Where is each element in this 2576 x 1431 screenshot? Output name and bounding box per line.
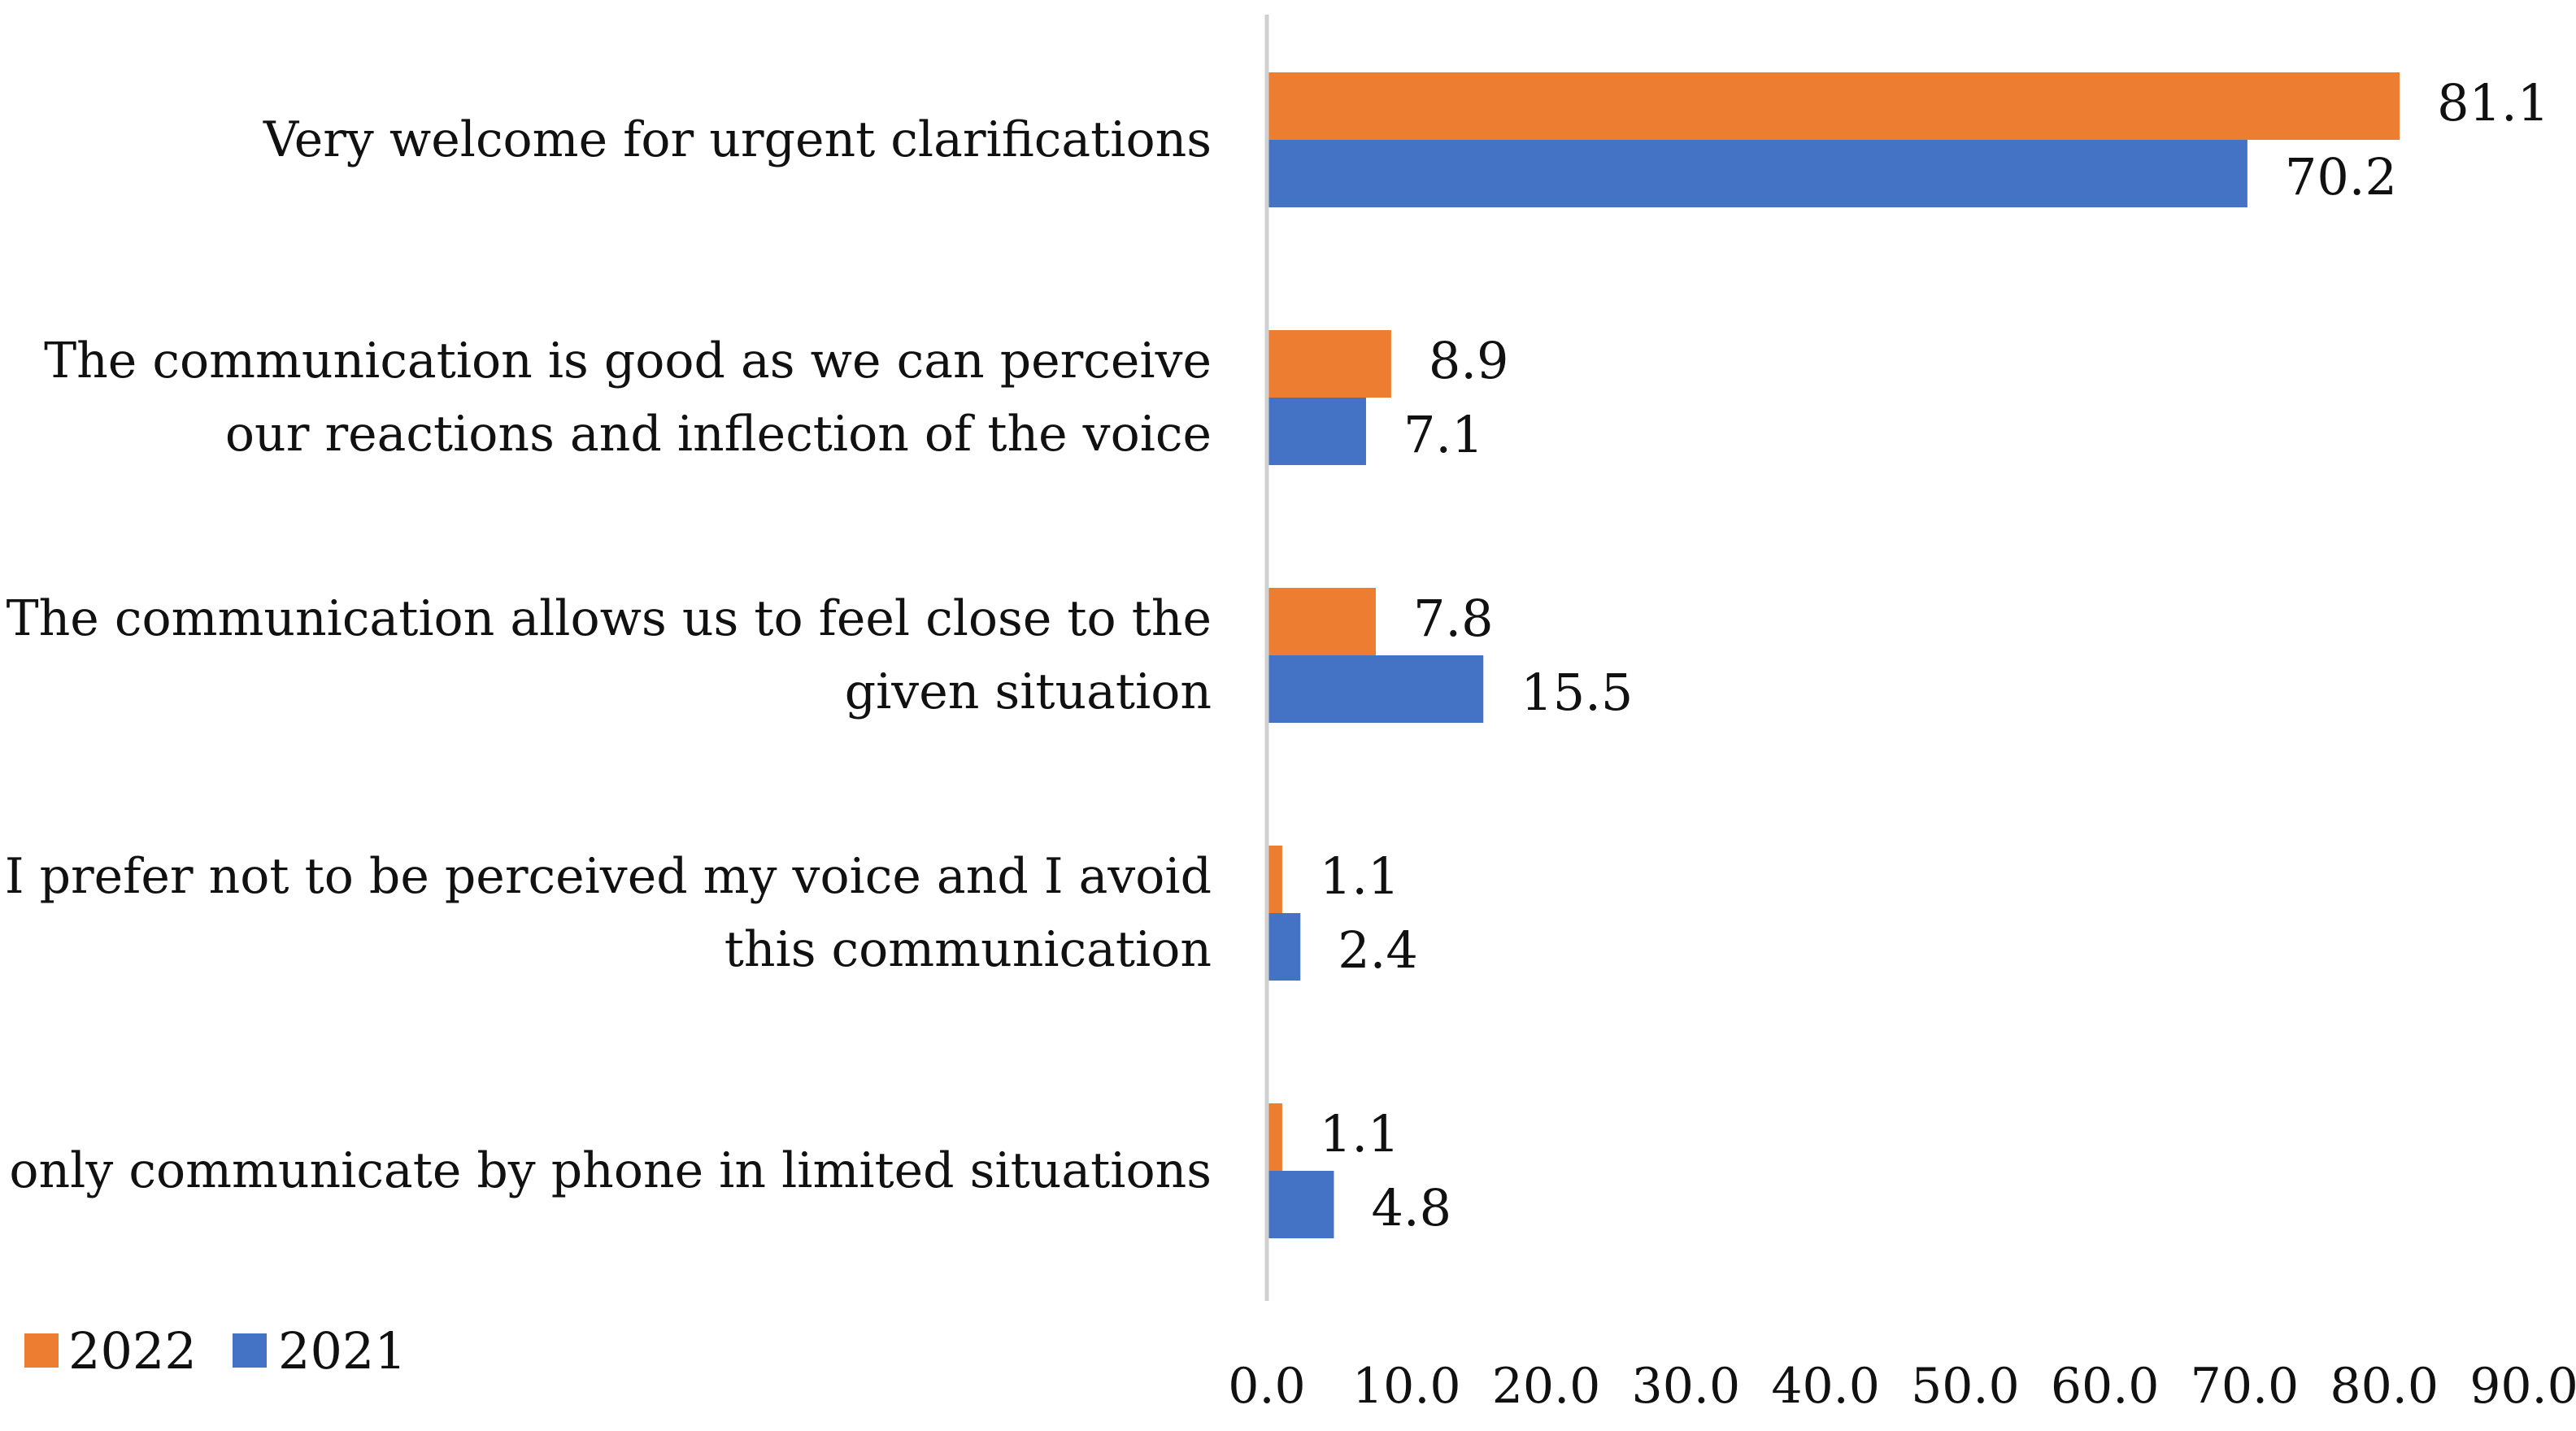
bar-2021 [1268, 655, 1484, 723]
data-label-2022: 1.1 [1320, 846, 1400, 906]
data-label-2021: 4.8 [1371, 1178, 1451, 1237]
category-label: this communication [724, 921, 1212, 978]
data-label-2021: 2.4 [1338, 920, 1418, 980]
x-tick-label: 0.0 [1228, 1358, 1305, 1415]
data-label-2021: 7.1 [1403, 405, 1484, 464]
bar-2022 [1268, 330, 1391, 398]
data-label-2021: 15.5 [1521, 663, 1633, 722]
data-label-2022: 81.1 [2437, 73, 2549, 133]
bar-2021 [1268, 913, 1301, 981]
legend: 2022 2021 [24, 1321, 407, 1381]
data-label-2022: 7.8 [1413, 589, 1494, 648]
x-axis-tick-labels: 0.0 10.0 20.0 30.0 40.0 50.0 60.0 70.0 80.0 90.0 [1228, 1358, 2576, 1415]
x-tick-label: 40.0 [1771, 1358, 1880, 1415]
legend-label-2021: 2021 [278, 1321, 407, 1381]
category-label: given situation [845, 663, 1212, 720]
bar-2022 [1268, 72, 2400, 140]
category-label: Very welcome for urgent clarifications [263, 111, 1212, 168]
x-tick-label: 90.0 [2469, 1358, 2576, 1415]
data-label-2021: 70.2 [2285, 147, 2397, 207]
legend-swatch-2022 [24, 1333, 59, 1368]
x-tick-label: 70.0 [2191, 1358, 2300, 1415]
category-label: our reactions and inflection of the voic… [225, 406, 1212, 463]
data-label-2022: 8.9 [1429, 331, 1509, 390]
bar-2021 [1268, 398, 1366, 465]
legend-label-2022: 2022 [68, 1321, 197, 1381]
bar-2022 [1268, 1103, 1282, 1171]
category-label: The communication allows us to feel clos… [7, 590, 1212, 647]
data-labels: 81.1 70.2 8.9 7.1 7.8 15.5 1.1 2.4 1.1 4.8 [1320, 73, 2549, 1237]
x-tick-label: 60.0 [2051, 1358, 2160, 1415]
x-tick-label: 20.0 [1492, 1358, 1601, 1415]
legend-swatch-2021 [233, 1333, 267, 1368]
x-tick-label: 10.0 [1352, 1358, 1461, 1415]
category-labels: Very welcome for urgent clarifications Th… [0, 111, 1212, 1199]
category-label: I only communicate by phone in limited s… [0, 1142, 1212, 1199]
bar-2022 [1268, 846, 1282, 913]
bars [1268, 72, 2400, 1238]
category-label: The communication is good as we can perc… [44, 333, 1212, 389]
x-tick-label: 80.0 [2330, 1358, 2439, 1415]
bar-2021 [1268, 140, 2247, 207]
category-label: I prefer not to be perceived my voice an… [5, 848, 1212, 905]
bar-2022 [1268, 588, 1376, 655]
bar-2021 [1268, 1171, 1334, 1238]
data-label-2022: 1.1 [1320, 1104, 1400, 1164]
x-tick-label: 30.0 [1632, 1358, 1741, 1415]
x-tick-label: 50.0 [1911, 1358, 2020, 1415]
